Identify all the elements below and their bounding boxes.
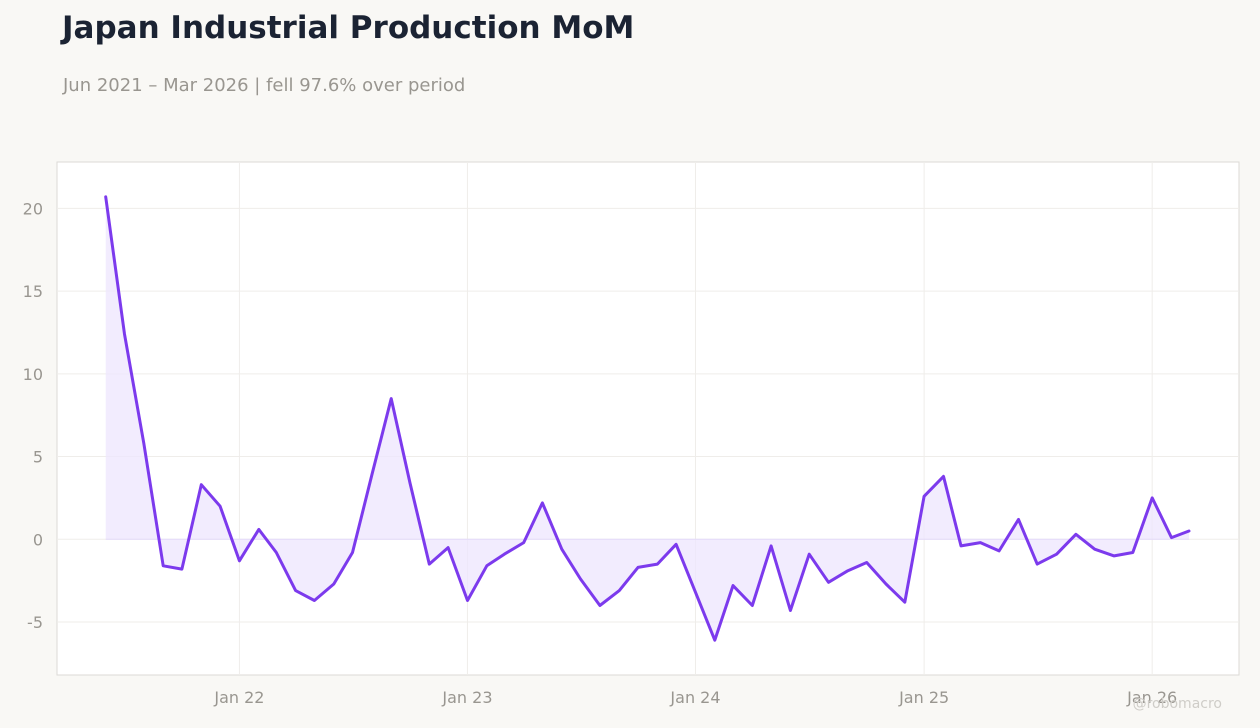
- chart-subtitle: Jun 2021 – Mar 2026 | fell 97.6% over pe…: [63, 75, 466, 96]
- chart-title: Japan Industrial Production MoM: [62, 10, 635, 46]
- x-tick-label: Jan 24: [669, 688, 720, 707]
- x-tick-label: Jan 23: [441, 688, 492, 707]
- y-tick-label: 10: [23, 365, 43, 384]
- plot-frame: [56, 161, 1240, 676]
- x-tick-label: Jan 26: [1126, 688, 1177, 707]
- y-tick-label: 20: [23, 199, 43, 218]
- y-tick-label: 0: [33, 530, 43, 549]
- y-tick-label: -5: [27, 613, 43, 632]
- x-tick-label: Jan 22: [213, 688, 264, 707]
- y-tick-label: 5: [33, 448, 43, 467]
- series-line: [104, 195, 1191, 642]
- x-tick-label: Jan 25: [898, 688, 949, 707]
- watermark: @robomacro: [1132, 696, 1222, 712]
- y-tick-label: 15: [23, 282, 43, 301]
